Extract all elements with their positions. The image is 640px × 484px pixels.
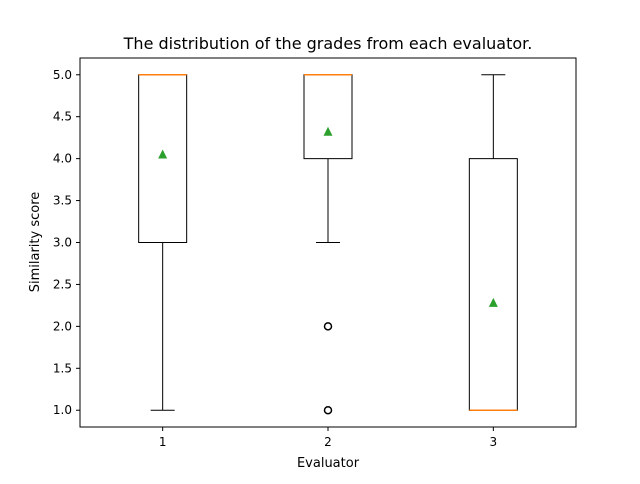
y-tick-label: 2.0 (53, 319, 72, 333)
plot-area: 1.0 1.5 2.0 2.5 3.0 3.5 4.0 4.5 5.0 1 2 3 (53, 57, 577, 449)
y-tick-label: 3.5 (53, 194, 72, 208)
box-iqr (303, 74, 353, 160)
y-tick-label: 1.5 (53, 361, 72, 375)
box-iqr (468, 158, 518, 411)
x-tick-label: 2 (324, 435, 332, 449)
x-tick-label: 3 (490, 435, 498, 449)
y-axis-label: Similarity score (28, 192, 43, 293)
outlier-point (323, 322, 333, 331)
y-tick-label: 4.5 (53, 110, 72, 124)
outlier-point (323, 405, 333, 415)
y-tick-label: 3.0 (53, 236, 72, 250)
y-tick-label: 4.0 (53, 152, 72, 166)
mean-marker (323, 126, 333, 136)
box-iqr (138, 74, 188, 244)
x-tick-label: 1 (159, 435, 167, 449)
chart-title: The distribution of the grades from each… (123, 34, 533, 53)
y-tick-label: 1.0 (53, 403, 72, 417)
y-tick-label: 2.5 (53, 277, 72, 291)
y-tick-label: 5.0 (53, 68, 72, 82)
mean-marker (158, 149, 168, 159)
mean-marker (488, 297, 498, 307)
x-axis-label: Evaluator (297, 456, 360, 471)
